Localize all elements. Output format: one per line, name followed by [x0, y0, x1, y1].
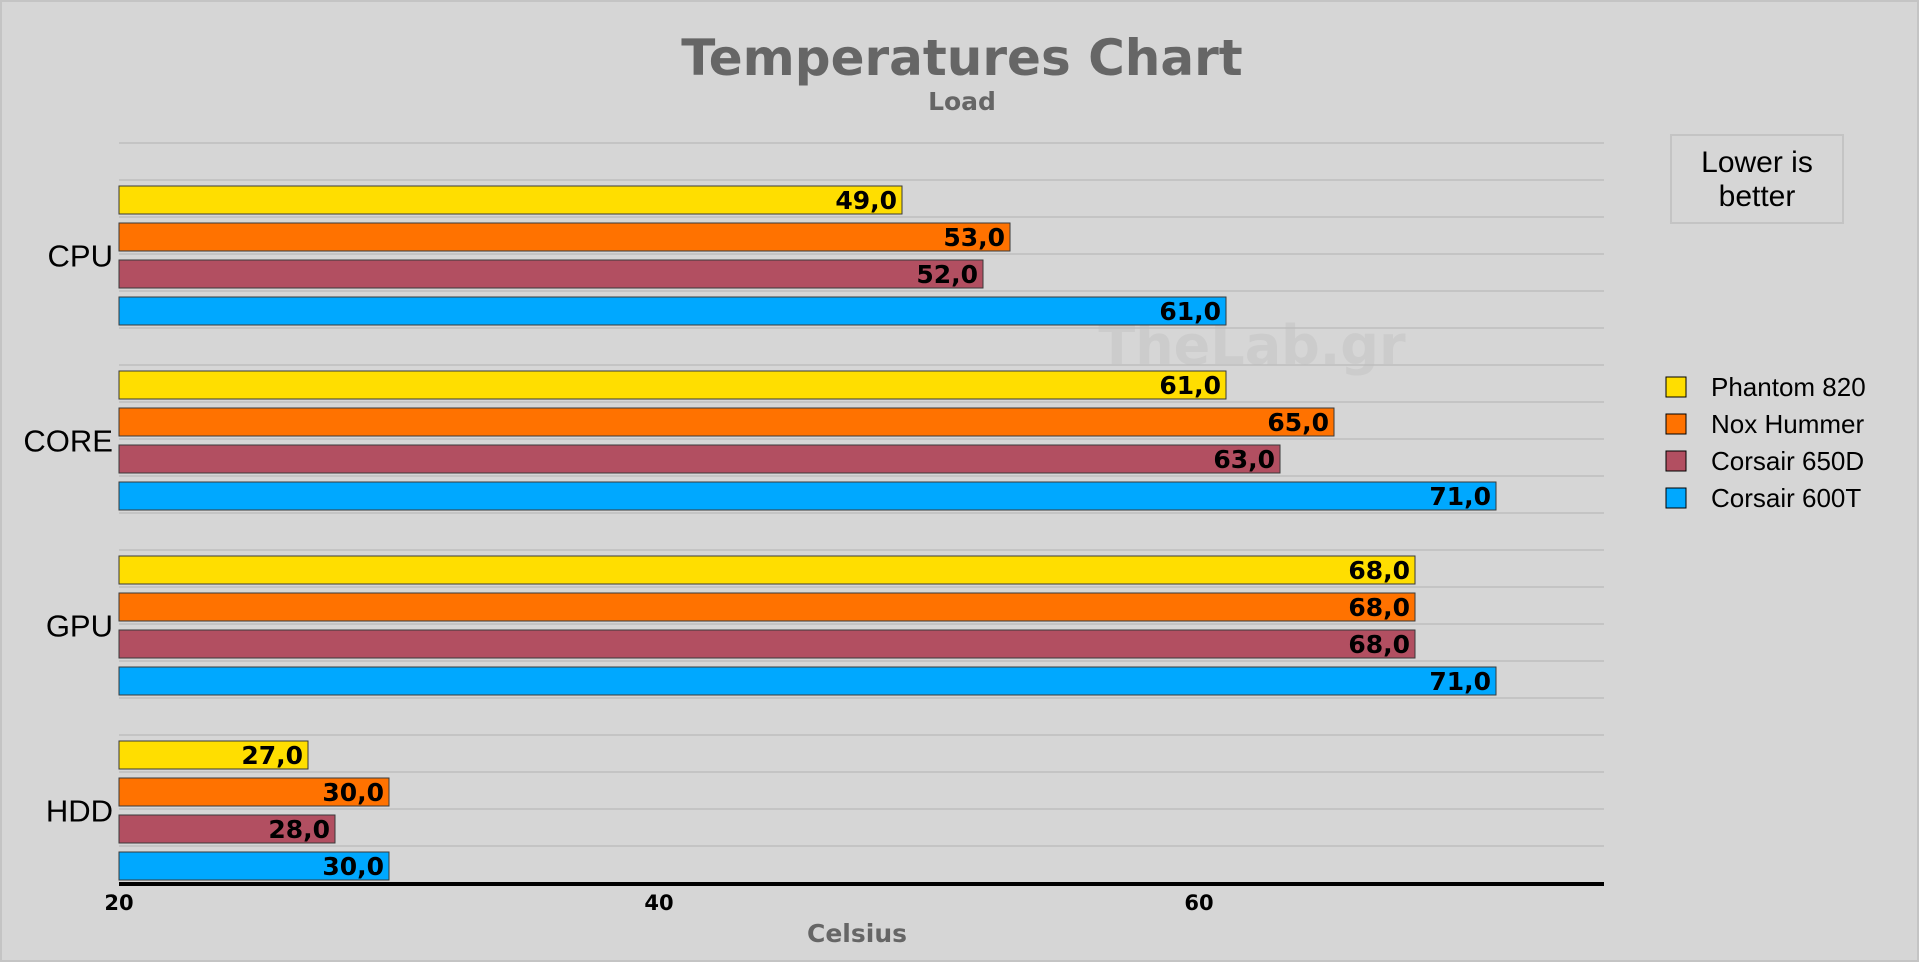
bar-hdd-corsair-600t	[118, 851, 390, 881]
legend-label: Phantom 820	[1711, 372, 1866, 402]
legend-label: Corsair 650D	[1711, 446, 1864, 476]
bar-core-corsair-600t	[118, 481, 1497, 511]
bar-value-label: 68,0	[1348, 630, 1410, 659]
bar-value-label: 65,0	[1267, 408, 1329, 437]
note-line-2: better	[1719, 180, 1796, 213]
bar-gpu-corsair-650d	[118, 629, 1416, 659]
legend-swatch	[1665, 487, 1687, 509]
bar-value-label: 52,0	[916, 260, 978, 289]
bar-value-label: 68,0	[1348, 593, 1410, 622]
x-tick-label: 60	[1184, 891, 1213, 915]
gridlines	[119, 142, 1604, 847]
category-label: CORE	[23, 424, 113, 459]
bar-gpu-corsair-600t	[118, 666, 1497, 696]
category-label: HDD	[46, 794, 113, 829]
bar-value-label: 68,0	[1348, 556, 1410, 585]
bar-gpu-phantom-820	[118, 555, 1416, 585]
bar-value-label: 61,0	[1159, 297, 1221, 326]
legend-swatch	[1665, 376, 1687, 398]
note-box: Lower is better	[1670, 134, 1844, 224]
bar-core-nox-hummer	[118, 407, 1335, 437]
x-tick-label: 20	[104, 891, 133, 915]
bar-value-label: 27,0	[241, 741, 303, 770]
legend: Phantom 820 Nox Hummer Corsair 650D Corsair…	[1665, 372, 1866, 513]
bar-core-phantom-820	[118, 370, 1227, 400]
chart-subtitle: Load	[928, 87, 996, 116]
x-tick-label: 40	[644, 891, 673, 915]
bar-value-label: 71,0	[1429, 667, 1491, 696]
note-line-1: Lower is	[1701, 146, 1813, 179]
bar-value-label: 63,0	[1213, 445, 1275, 474]
bar-value-label: 61,0	[1159, 371, 1221, 400]
x-axis: 20 40 60	[104, 882, 1604, 915]
bar-cpu-corsair-600t	[118, 296, 1227, 326]
category-label: CPU	[48, 239, 113, 274]
bar-value-label: 30,0	[322, 852, 384, 881]
category-label: GPU	[46, 609, 113, 644]
bar-cpu-nox-hummer	[118, 222, 1011, 252]
legend-label: Nox Hummer	[1711, 409, 1864, 439]
bar-value-label: 30,0	[322, 778, 384, 807]
bar-gpu-nox-hummer	[118, 592, 1416, 622]
legend-swatch	[1665, 413, 1687, 435]
legend-label: Corsair 600T	[1711, 483, 1861, 513]
bar-value-label: 71,0	[1429, 482, 1491, 511]
chart-title: Temperatures Chart	[681, 29, 1242, 87]
bar-value-label: 28,0	[268, 815, 330, 844]
bar-cpu-corsair-650d	[118, 259, 984, 289]
note-box-border	[1670, 134, 1844, 224]
bars: 49,0 53,0 52,0 61,0 61,0 65,0 63,0 71,0 68,0 68,0…	[118, 185, 1497, 881]
bar-core-corsair-650d	[118, 444, 1281, 474]
x-axis-title: Celsius	[807, 919, 907, 948]
bar-hdd-nox-hummer	[118, 777, 390, 807]
bar-hdd-phantom-820	[118, 740, 309, 770]
legend-swatch	[1665, 450, 1687, 472]
category-labels: CPU CORE GPU HDD	[23, 239, 113, 829]
bar-value-label: 49,0	[835, 186, 897, 215]
bar-cpu-phantom-820	[118, 185, 903, 215]
bar-value-label: 53,0	[943, 223, 1005, 252]
bar-hdd-corsair-650d	[118, 814, 336, 844]
